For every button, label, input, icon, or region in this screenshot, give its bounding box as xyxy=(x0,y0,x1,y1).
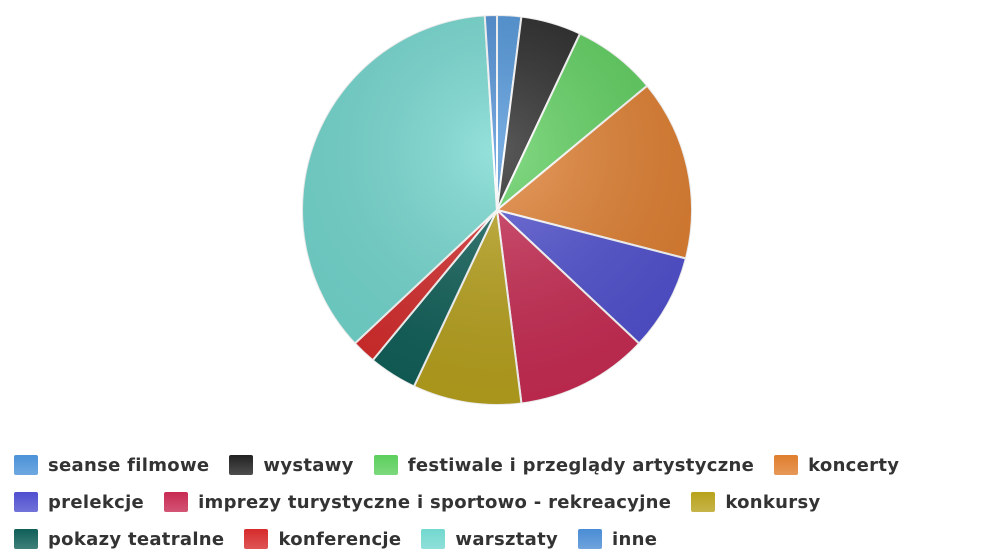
legend-label: wystawy xyxy=(263,454,354,476)
pie xyxy=(301,13,693,406)
legend-swatch xyxy=(14,529,38,549)
legend-swatch xyxy=(229,455,254,475)
legend-item: imprezy turystyczne i sportowo - rekreac… xyxy=(164,489,671,515)
chart xyxy=(301,13,693,406)
legend-item: wystawy xyxy=(229,452,353,478)
legend-swatch xyxy=(14,455,38,475)
legend-item: seanse filmowe xyxy=(14,452,209,478)
legend-item: prelekcje xyxy=(14,489,144,515)
legend-item: konkursy xyxy=(691,489,820,515)
legend-label: koncerty xyxy=(808,454,900,476)
legend-swatch xyxy=(373,455,398,475)
legend-label: seanse filmowe xyxy=(48,454,210,476)
legend-item: festiwale i przeglądy artystyczne xyxy=(373,452,755,478)
legend-label: warsztaty xyxy=(455,528,559,550)
legend-swatch xyxy=(244,529,269,549)
legend-swatch xyxy=(421,529,446,549)
legend-item: koncerty xyxy=(774,452,899,478)
legend-item: pokazy teatralne xyxy=(14,526,224,552)
legend-swatch xyxy=(774,455,799,475)
legend-label: konkursy xyxy=(725,491,821,513)
legend-swatch xyxy=(164,492,189,512)
legend: seanse filmowe wystawy festiwale i przeglą… xyxy=(14,452,984,552)
legend-label: konferencje xyxy=(278,528,402,550)
legend-label: inne xyxy=(612,528,658,550)
legend-swatch xyxy=(578,529,603,549)
legend-item: warsztaty xyxy=(421,526,558,552)
legend-swatch xyxy=(14,492,38,512)
legend-label: prelekcje xyxy=(48,491,145,513)
legend-label: festiwale i przeglądy artystyczne xyxy=(407,454,755,476)
legend-label: imprezy turystyczne i sportowo - rekreac… xyxy=(198,491,672,513)
legend-label: pokazy teatralne xyxy=(48,528,225,550)
legend-item: konferencje xyxy=(244,526,401,552)
legend-swatch xyxy=(691,492,716,512)
legend-item: inne xyxy=(578,526,657,552)
